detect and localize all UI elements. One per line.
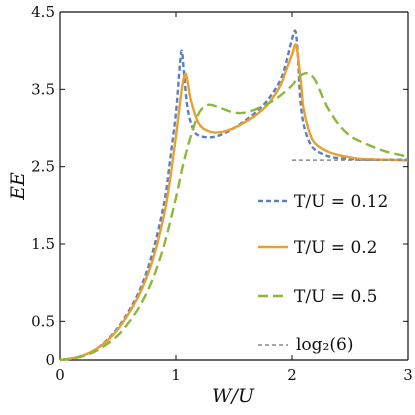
y-tick-label: 0.5 xyxy=(31,312,55,330)
x-tick-label: 3 xyxy=(403,366,413,384)
y-tick-label: 4.5 xyxy=(31,3,55,21)
y-tick-label: 2.5 xyxy=(31,158,55,176)
legend-item-2: T/U = 0.2 xyxy=(258,238,377,258)
x-axis-label: W/U xyxy=(212,385,255,407)
series-line-2 xyxy=(59,43,409,362)
series-line-3 xyxy=(59,72,409,362)
legend-label-4: log₂(6) xyxy=(296,335,353,355)
series-line-1 xyxy=(59,29,408,362)
legend-item-3: T/U = 0.5 xyxy=(258,287,377,307)
y-tick-label: 1.5 xyxy=(31,235,55,253)
y-tick-label: 3.5 xyxy=(31,80,55,98)
legend-label-2: T/U = 0.2 xyxy=(294,238,377,258)
legend: T/U = 0.12 T/U = 0.2 T/U = 0.5 log₂(6) xyxy=(258,192,388,355)
legend-item-4: log₂(6) xyxy=(258,335,353,355)
legend-item-1: T/U = 0.12 xyxy=(258,192,388,212)
legend-label-3: T/U = 0.5 xyxy=(294,287,377,307)
y-axis-label: EE xyxy=(7,172,29,201)
x-tick-label: 2 xyxy=(287,366,297,384)
legend-label-1: T/U = 0.12 xyxy=(294,192,388,212)
x-tick-label: 1 xyxy=(171,366,181,384)
y-tick-label: 0 xyxy=(45,351,55,369)
x-tick-label: 0 xyxy=(55,366,65,384)
axes xyxy=(59,11,409,361)
